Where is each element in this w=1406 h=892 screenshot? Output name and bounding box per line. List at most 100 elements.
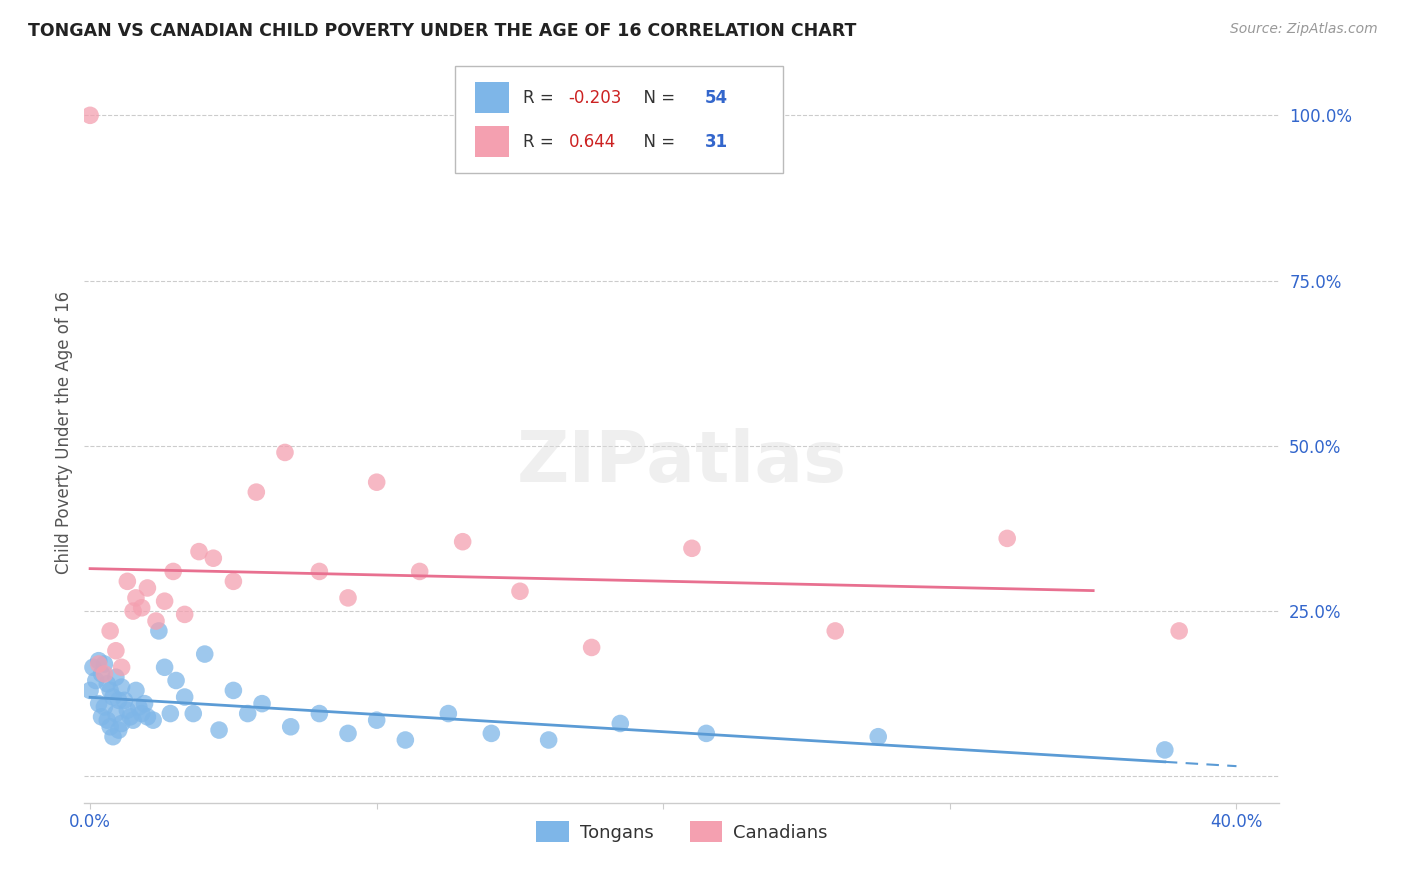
Text: N =: N = (633, 89, 681, 107)
Point (136, 710, 159, 724)
Point (537, 733, 560, 747)
Point (104, 706, 127, 721)
Point (110, 716, 132, 731)
Point (79, 683, 101, 698)
Point (128, 700, 150, 714)
Point (153, 660, 176, 674)
FancyBboxPatch shape (475, 82, 509, 113)
Point (280, 720, 302, 734)
Point (104, 670, 127, 684)
Point (408, 565, 430, 579)
Point (107, 723, 129, 737)
Point (90, 666, 112, 681)
Text: R =: R = (523, 133, 564, 151)
Text: N =: N = (633, 133, 681, 151)
Point (107, 693, 129, 707)
Point (222, 574, 245, 589)
Point (98, 720, 121, 734)
Point (131, 600, 153, 615)
Point (337, 591, 360, 605)
Text: ZIPatlas: ZIPatlas (517, 428, 846, 497)
Point (181, 706, 204, 721)
Text: TONGAN VS CANADIAN CHILD POVERTY UNDER THE AGE OF 16 CORRELATION CHART: TONGAN VS CANADIAN CHILD POVERTY UNDER T… (28, 22, 856, 40)
Point (134, 697, 156, 711)
Point (194, 647, 217, 661)
Point (87, 657, 110, 671)
Point (308, 565, 330, 579)
Point (98, 683, 121, 698)
Point (995, 532, 1018, 546)
Point (824, 624, 846, 638)
Point (479, 726, 502, 740)
Y-axis label: Child Poverty Under the Age of 16: Child Poverty Under the Age of 16 (55, 291, 73, 574)
Point (101, 690, 124, 704)
Point (609, 716, 631, 731)
Point (98, 624, 121, 638)
Point (82, 660, 104, 674)
Point (110, 680, 132, 694)
Point (173, 607, 195, 622)
Point (93, 700, 115, 714)
Point (451, 534, 474, 549)
Point (104, 644, 127, 658)
Point (84, 673, 107, 688)
Point (122, 713, 145, 727)
Point (117, 574, 139, 589)
Point (79, 108, 101, 122)
Point (125, 683, 148, 698)
Point (87, 654, 110, 668)
Point (93, 666, 115, 681)
Text: R =: R = (523, 89, 560, 107)
Point (202, 551, 225, 566)
Point (159, 706, 181, 721)
FancyBboxPatch shape (475, 127, 509, 157)
Point (173, 690, 195, 704)
Point (125, 591, 148, 605)
Point (1153, 743, 1175, 757)
Point (222, 683, 245, 698)
Point (394, 733, 416, 747)
Point (145, 614, 167, 628)
Point (162, 565, 184, 579)
Point (131, 706, 153, 721)
Point (153, 594, 176, 608)
Point (87, 697, 110, 711)
Point (1168, 624, 1191, 638)
Point (165, 673, 187, 688)
Point (96, 677, 118, 691)
Point (96, 713, 118, 727)
Text: 0.644: 0.644 (568, 133, 616, 151)
Point (114, 693, 136, 707)
Point (695, 726, 717, 740)
FancyBboxPatch shape (456, 66, 783, 173)
Point (245, 485, 267, 500)
Point (142, 713, 165, 727)
Point (250, 697, 273, 711)
Point (437, 706, 460, 721)
Point (208, 723, 231, 737)
Point (117, 703, 139, 717)
Point (366, 713, 388, 727)
Point (509, 584, 531, 599)
Point (122, 604, 145, 618)
Point (274, 445, 297, 459)
Point (337, 726, 360, 740)
Point (236, 706, 259, 721)
Point (93, 657, 115, 671)
Point (366, 475, 388, 490)
Point (101, 730, 124, 744)
Point (90, 710, 112, 724)
Point (110, 660, 132, 674)
Text: -0.203: -0.203 (568, 89, 621, 107)
Point (148, 624, 170, 638)
Text: 31: 31 (704, 133, 728, 151)
Text: 54: 54 (704, 89, 728, 107)
Legend: Tongans, Canadians: Tongans, Canadians (529, 814, 835, 849)
Point (120, 710, 142, 724)
Point (581, 640, 603, 655)
Text: Source: ZipAtlas.com: Source: ZipAtlas.com (1230, 22, 1378, 37)
Point (308, 706, 330, 721)
Point (136, 581, 159, 595)
Point (868, 730, 890, 744)
Point (188, 544, 211, 558)
